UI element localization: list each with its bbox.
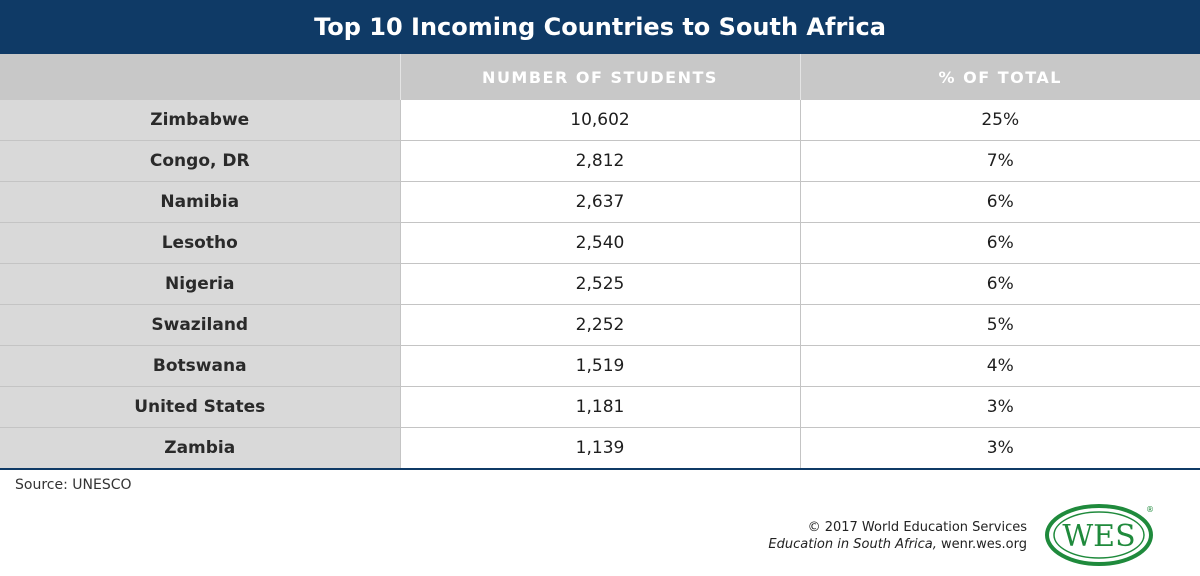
country-cell: Namibia [0,181,401,223]
students-cell: 1,181 [400,386,801,428]
country-cell: Congo, DR [0,140,401,182]
wes-logo: WES ® [1045,504,1154,566]
percent-cell: 3% [800,427,1200,470]
percent-cell: 5% [800,304,1200,346]
table-title: Top 10 Incoming Countries to South Afric… [0,0,1200,54]
country-cell: Swaziland [0,304,401,346]
table-row: Swaziland 2,252 5% [0,304,1200,346]
students-cell: 1,139 [400,427,801,470]
students-cell: 10,602 [400,100,801,141]
wes-logo-registered-mark: ® [1146,505,1154,514]
country-cell: Nigeria [0,263,401,305]
table-row: Botswana 1,519 4% [0,345,1200,387]
students-cell: 2,525 [400,263,801,305]
students-cell: 2,812 [400,140,801,182]
source-note: Source: UNESCO [15,477,132,493]
country-cell: Lesotho [0,222,401,264]
percent-cell: 6% [800,222,1200,264]
students-cell: 1,519 [400,345,801,387]
header-row: NUMBER OF STUDENTS % OF TOTAL [0,54,1200,100]
table-row: Nigeria 2,525 6% [0,263,1200,305]
citation-line: Education in South Africa, wenr.wes.org [768,536,1027,553]
percent-cell: 6% [800,263,1200,305]
table-body: Zimbabwe 10,602 25% Congo, DR 2,812 7% Namibia… [0,100,1200,470]
country-cell: Botswana [0,345,401,387]
percent-cell: 7% [800,140,1200,182]
country-cell: Zambia [0,427,401,470]
percent-cell: 4% [800,345,1200,387]
table-row: Zimbabwe 10,602 25% [0,100,1200,141]
copyright-line: © 2017 World Education Services [807,520,1027,535]
students-cell: 2,540 [400,222,801,264]
percent-cell: 25% [800,100,1200,141]
table-row: Namibia 2,637 6% [0,181,1200,223]
wes-logo-inner-ring [1053,511,1145,559]
country-cell: United States [0,386,401,428]
header-country [0,54,401,100]
wes-logo-text: WES [1062,519,1135,554]
citation-url: wenr.wes.org [936,537,1027,552]
data-table: NUMBER OF STUDENTS % OF TOTAL Zimbabwe 10… [0,54,1200,470]
wes-logo-outer-ring [1045,504,1153,566]
students-cell: 2,637 [400,181,801,223]
header-percent-of-total: % OF TOTAL [800,54,1200,100]
credit-block: © 2017 World Education Services Educatio… [768,519,1027,553]
students-cell: 2,252 [400,304,801,346]
country-cell: Zimbabwe [0,100,401,141]
table-row: Lesotho 2,540 6% [0,222,1200,264]
table-row: Congo, DR 2,812 7% [0,140,1200,182]
percent-cell: 6% [800,181,1200,223]
citation-title: Education in South Africa, [768,537,937,552]
table-row: Zambia 1,139 3% [0,427,1200,470]
header-number-of-students: NUMBER OF STUDENTS [400,54,801,100]
percent-cell: 3% [800,386,1200,428]
table-row: United States 1,181 3% [0,386,1200,428]
